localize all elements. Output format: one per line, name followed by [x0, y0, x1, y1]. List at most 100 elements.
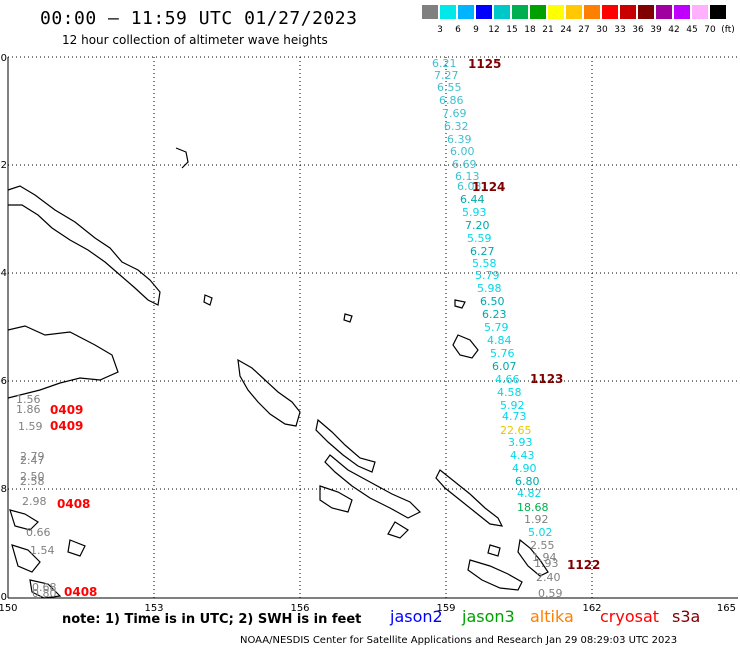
lon-tick-label: 156 [290, 603, 309, 614]
swh-value-label: 22.65 [500, 424, 532, 437]
swh-value-label: 6.13 [455, 170, 480, 183]
swh-value-label: 6.44 [460, 193, 485, 206]
coast-makira [467, 559, 523, 591]
coast-west-1 [9, 509, 39, 531]
coast-islet-5 [517, 538, 549, 577]
lat-tick-label: -2 [0, 160, 7, 171]
swh-value-label: 4.43 [510, 449, 535, 462]
lat-tick-label: 0 [1, 53, 7, 64]
swh-value-label: 6.32 [444, 120, 469, 133]
color-scale-label: 24 [560, 25, 572, 35]
swh-value-label: 1.94 [532, 551, 557, 564]
swh-value-label: 2.58 [20, 475, 45, 488]
pass-time-label: 0409 [50, 419, 83, 433]
coast-islet-6 [487, 544, 501, 557]
lon-tick-label: 165 [717, 603, 736, 614]
color-scale-label: 70 [704, 25, 716, 35]
map-title: 00:00 – 11:59 UTC 01/27/2023 [40, 8, 358, 29]
swh-value-label: 6.00 [450, 145, 475, 158]
swh-value-label: 2.55 [530, 539, 555, 552]
coast-new-britain [7, 325, 119, 399]
color-scale-swatch [602, 5, 618, 19]
color-scale-label: 27 [578, 25, 590, 35]
color-scale-swatch [512, 5, 528, 19]
pass-time-label: 1122 [567, 558, 600, 572]
color-scale-label: 15 [506, 25, 518, 35]
coast-bougainville [237, 358, 301, 427]
coast-reef-2 [203, 294, 213, 306]
coast-west-3 [29, 579, 62, 599]
swh-value-label: 6.23 [482, 308, 507, 321]
legend-entry-jason2: jason2 [390, 607, 443, 626]
swh-value-label: 5.79 [484, 321, 509, 334]
swh-value-label: 6.03 [457, 180, 482, 193]
color-scale-swatch [638, 5, 654, 19]
swh-value-label: 4.90 [512, 462, 537, 475]
color-scale-label: 42 [668, 25, 680, 35]
legend-entry-s3a: s3a [672, 607, 701, 626]
color-scale-swatch [476, 5, 492, 19]
swh-value-label: 4.66 [495, 373, 520, 386]
color-scale-swatch [674, 5, 690, 19]
credit-line: NOAA/NESDIS Center for Satellite Applica… [240, 635, 678, 646]
swh-value-label: 1.54 [30, 544, 55, 557]
color-scale-swatch [566, 5, 582, 19]
pass-time-label: 1124 [472, 180, 505, 194]
swh-value-label: 2.47 [20, 454, 45, 467]
coast-east-islet-1 [452, 334, 479, 359]
color-scale-swatch [692, 5, 708, 19]
lon-tick-label: 150 [0, 603, 18, 614]
legend-entry-altika: altika [530, 607, 574, 626]
swh-value-label: 1.56 [16, 393, 41, 406]
lat-tick-label: -8 [0, 484, 7, 495]
swh-value-label: 7.27 [434, 69, 459, 82]
swh-value-label: 6.55 [437, 81, 462, 94]
swh-value-label: 2.50 [20, 470, 45, 483]
coast-reef-1 [175, 147, 189, 169]
swh-value-label: 1.86 [16, 403, 41, 416]
lat-tick-label: -4 [0, 268, 7, 279]
swh-value-label: 5.76 [490, 347, 515, 360]
pass-time-label: 1123 [530, 372, 563, 386]
coast-west-4 [67, 539, 86, 557]
color-scale-label: 6 [455, 25, 461, 35]
pass-time-label: 1125 [468, 57, 501, 71]
swh-value-label: 7.69 [442, 107, 467, 120]
coast-new-ireland [7, 185, 161, 306]
swh-value-label: 4.84 [487, 334, 512, 347]
lon-tick-label: 162 [582, 603, 601, 614]
coast-new-georgia [319, 485, 353, 513]
color-scale-label: 3 [437, 25, 443, 35]
swh-value-label: 1.92 [524, 513, 549, 526]
pass-time-label: 0408 [57, 497, 90, 511]
coast-reef-3 [343, 313, 353, 323]
color-scale-swatch [548, 5, 564, 19]
swh-value-label: 1.59 [18, 420, 43, 433]
color-scale-label: 21 [542, 25, 554, 35]
swh-value-label: 3.93 [508, 436, 533, 449]
coast-guadalcanal [387, 521, 409, 539]
grid [8, 56, 738, 598]
coast-choiseul [315, 418, 376, 473]
pass-time-label: 0408 [64, 585, 97, 599]
swh-value-label: 1.93 [534, 557, 559, 570]
color-scale-label: 30 [596, 25, 608, 35]
swh-value-label: 5.79 [475, 269, 500, 282]
color-scale-swatch [440, 5, 456, 19]
color-scale-swatch [422, 5, 438, 19]
coast-west-2 [11, 544, 41, 573]
swh-value-label: 5.58 [472, 257, 497, 270]
swh-value-label: 6.27 [470, 245, 495, 258]
lon-tick-label: 159 [436, 603, 455, 614]
lat-tick-label: -6 [0, 376, 7, 387]
lat-tick-label: -10 [0, 592, 7, 603]
color-scale-label: (ft) [721, 25, 735, 35]
swh-value-label: 0.80 [32, 587, 57, 600]
coast-east-islet-2 [454, 299, 466, 309]
swh-value-label: 6.21 [432, 57, 457, 70]
color-scale-label: 18 [524, 25, 536, 35]
coast-malaita [435, 469, 504, 527]
swh-value-label: 2.98 [22, 495, 47, 508]
color-scale-swatch [530, 5, 546, 19]
